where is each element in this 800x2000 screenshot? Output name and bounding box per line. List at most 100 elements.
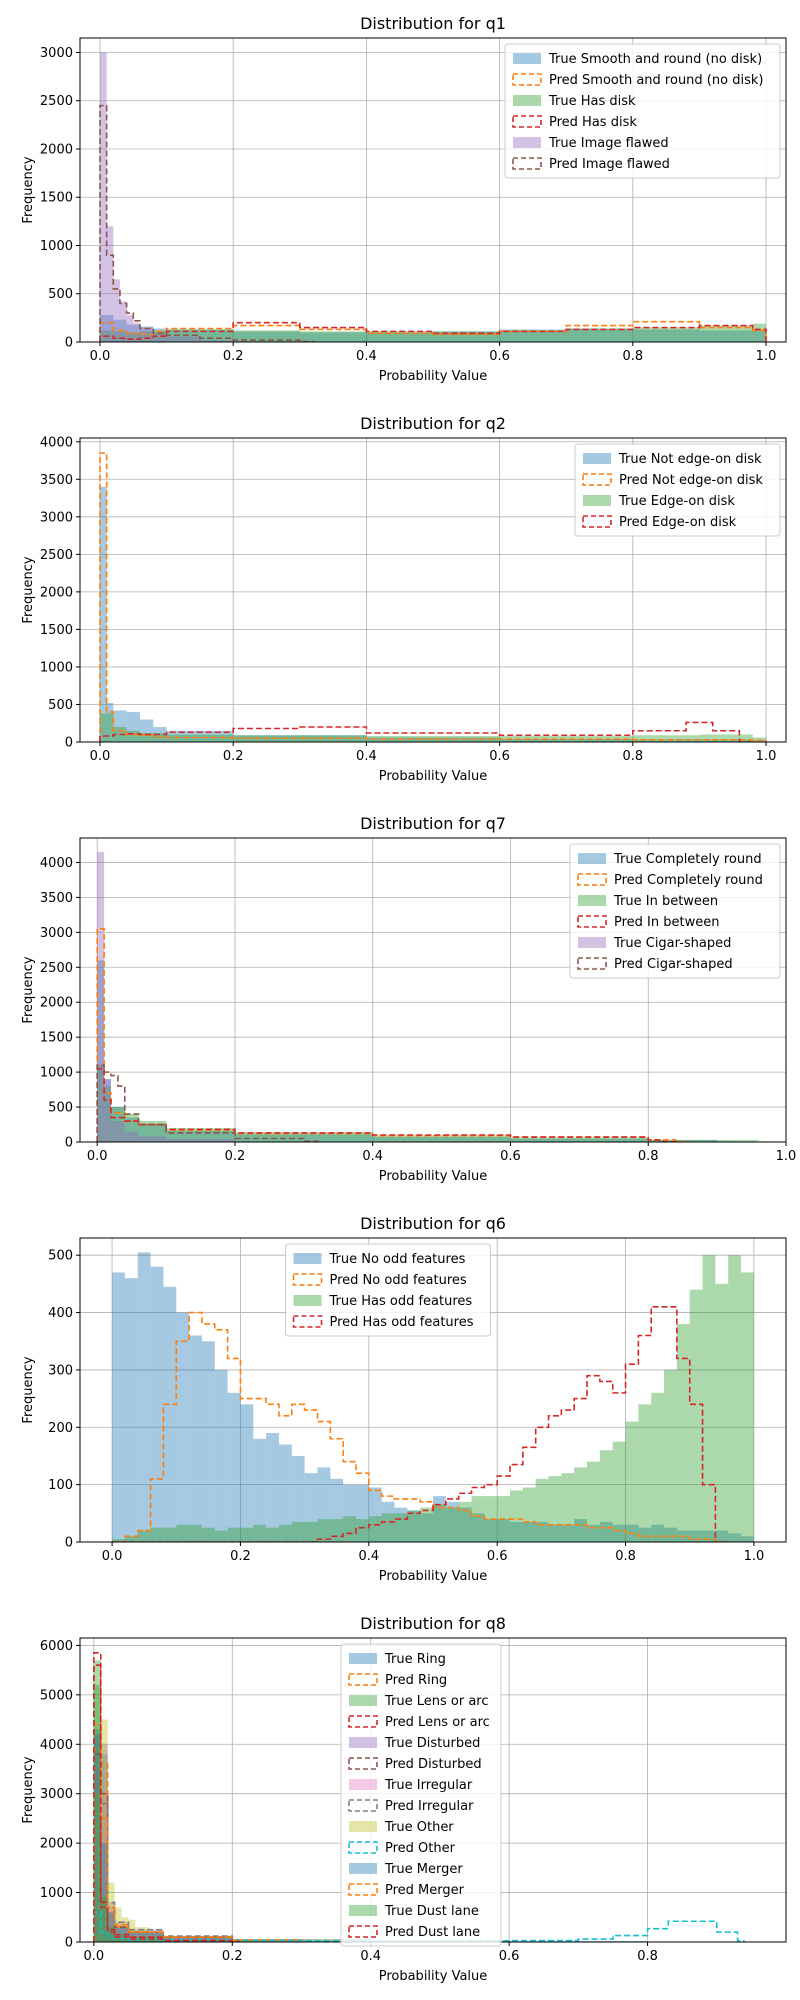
legend-label: Pred Merger	[385, 1883, 465, 1898]
histogram-bar	[148, 1927, 150, 1942]
histogram-bar	[331, 1134, 346, 1142]
histogram-bar	[726, 739, 740, 742]
histogram-bar	[213, 340, 227, 342]
histogram-bar	[141, 1929, 148, 1942]
histogram-bar	[128, 1929, 135, 1942]
histogram-bar	[195, 1937, 202, 1942]
histogram-bar	[169, 1936, 176, 1942]
histogram-bar	[566, 328, 580, 342]
y-tick-label: 1000	[40, 1066, 73, 1081]
histogram-bar	[659, 735, 673, 742]
histogram-bar	[100, 1843, 108, 1942]
histogram-bar	[150, 1527, 164, 1542]
histogram-bar	[317, 1134, 332, 1142]
histogram-bar	[176, 1312, 190, 1542]
histogram-bar	[486, 331, 500, 342]
histogram-bar	[97, 960, 105, 1142]
y-tick-label: 3500	[40, 473, 73, 488]
histogram-bar	[259, 331, 274, 342]
histogram-bar	[524, 1137, 539, 1142]
y-tick-label: 0	[65, 736, 73, 751]
histogram-bar	[702, 1530, 716, 1542]
x-tick-label: 0.0	[102, 1549, 123, 1564]
histogram-bar	[214, 1369, 228, 1542]
legend-swatch	[293, 1253, 322, 1264]
histogram-bar	[538, 1138, 552, 1142]
histogram-bar	[606, 735, 620, 742]
histogram-bar	[459, 331, 473, 342]
histogram-bar	[419, 331, 433, 342]
histogram-bar	[201, 1527, 215, 1542]
histogram-bar	[606, 328, 620, 342]
histogram-bar	[672, 329, 687, 342]
histogram-bar	[227, 1527, 241, 1542]
x-tick-label: 0.4	[360, 1949, 381, 1964]
histogram-bar	[606, 328, 620, 342]
y-tick-label: 2000	[40, 585, 73, 600]
histogram-bar	[741, 1272, 754, 1542]
histogram-bar	[345, 1132, 359, 1142]
histogram-bar	[133, 322, 140, 342]
histogram-bar	[433, 331, 447, 342]
histogram-bar	[497, 1519, 511, 1542]
histogram-bar	[99, 314, 114, 342]
histogram-bar	[134, 1932, 142, 1942]
x-axis-label: Probability Value	[379, 1569, 488, 1584]
histogram-bar	[552, 330, 567, 342]
histogram-bar	[646, 329, 660, 342]
histogram-bar	[407, 1510, 421, 1542]
legend-label: True Dust lane	[384, 1904, 479, 1919]
histogram-bar	[366, 331, 380, 342]
x-tick-label: 0.2	[223, 349, 244, 364]
histogram-bar	[455, 1135, 470, 1142]
histogram-bar	[138, 1121, 153, 1142]
histogram-bar	[166, 329, 180, 342]
series-pred-other	[93, 1911, 745, 1942]
histogram-bar	[427, 1135, 442, 1142]
histogram-bar	[99, 486, 107, 742]
histogram-bar	[539, 738, 553, 742]
histogram-bar	[206, 730, 220, 742]
legend-swatch	[349, 1821, 377, 1832]
legend-box	[340, 1643, 502, 1947]
histogram-bar	[579, 1137, 594, 1142]
histogram-bar	[420, 1507, 433, 1542]
legend-label: Pred Edge-on disk	[619, 515, 737, 530]
legend-swatch	[513, 95, 541, 106]
histogram-bar	[93, 1684, 101, 1942]
histogram-bar	[114, 1934, 122, 1942]
histogram-bar	[433, 1504, 446, 1542]
histogram-bar	[189, 1524, 202, 1542]
histogram-bar	[726, 325, 740, 342]
histogram-bar	[446, 331, 460, 342]
x-tick-label: 0.0	[90, 349, 111, 364]
y-tick-label: 400	[48, 1306, 73, 1321]
y-axis-label: Frequency	[21, 1756, 36, 1823]
plot-area	[112, 1252, 754, 1542]
y-axis-label: Frequency	[21, 156, 36, 223]
legend-swatch	[349, 1737, 377, 1748]
x-tick-label: 1.0	[756, 749, 777, 764]
histogram-bar	[486, 331, 500, 342]
histogram-bar	[240, 1404, 254, 1542]
y-axis-label: Frequency	[21, 556, 36, 623]
histogram-bar	[179, 1128, 194, 1142]
histogram-bar	[259, 330, 274, 342]
histogram-bar	[565, 1138, 580, 1142]
histogram-bar	[328, 1939, 336, 1942]
histogram-bar	[234, 1132, 249, 1142]
y-tick-label: 2000	[40, 142, 73, 157]
histogram-bar	[195, 1939, 202, 1942]
chart-2: 0.0 0.2 0.4 0.6 0.8 1.0 0 500 1000 1500 2000 2500 30…	[21, 414, 787, 784]
histogram-bar	[579, 328, 593, 342]
legend-swatch	[349, 1905, 377, 1916]
x-tick-label: 0.6	[487, 1549, 508, 1564]
chart-title: Distribution for q6	[360, 1214, 506, 1233]
y-tick-label: 500	[48, 1249, 73, 1264]
legend-label: True Image flawed	[548, 136, 669, 151]
histogram-bar	[406, 332, 420, 342]
histogram-bar	[393, 332, 407, 342]
histogram-bar	[121, 1924, 128, 1942]
x-tick-label: 0.0	[87, 1149, 108, 1164]
histogram-bar	[566, 738, 580, 742]
